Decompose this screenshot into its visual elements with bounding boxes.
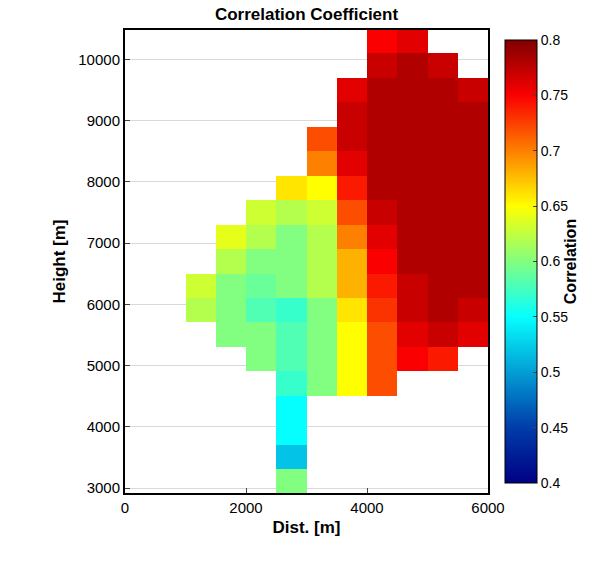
svg-text:Correlation Coefficient: Correlation Coefficient xyxy=(215,5,399,24)
svg-text:6000: 6000 xyxy=(87,296,120,313)
svg-text:4000: 4000 xyxy=(350,499,383,516)
svg-text:2000: 2000 xyxy=(229,499,262,516)
svg-text:0.7: 0.7 xyxy=(541,143,561,159)
svg-text:7000: 7000 xyxy=(87,234,120,251)
svg-text:Height [m]: Height [m] xyxy=(50,219,69,303)
svg-text:0.4: 0.4 xyxy=(541,475,561,491)
svg-text:0.65: 0.65 xyxy=(541,198,568,214)
svg-text:3000: 3000 xyxy=(87,479,120,496)
svg-text:Dist. [m]: Dist. [m] xyxy=(273,518,341,537)
svg-text:0.75: 0.75 xyxy=(541,87,568,103)
svg-text:0.8: 0.8 xyxy=(541,32,561,48)
svg-text:0.5: 0.5 xyxy=(541,364,561,380)
svg-text:5000: 5000 xyxy=(87,357,120,374)
svg-text:0: 0 xyxy=(121,499,129,516)
svg-text:0.45: 0.45 xyxy=(541,420,568,436)
svg-text:6000: 6000 xyxy=(471,499,504,516)
svg-text:Correlation: Correlation xyxy=(562,219,579,304)
svg-text:10000: 10000 xyxy=(78,51,120,68)
svg-text:8000: 8000 xyxy=(87,173,120,190)
svg-text:0.6: 0.6 xyxy=(541,253,561,269)
svg-text:9000: 9000 xyxy=(87,112,120,129)
svg-text:0.55: 0.55 xyxy=(541,309,568,325)
svg-text:4000: 4000 xyxy=(87,418,120,435)
